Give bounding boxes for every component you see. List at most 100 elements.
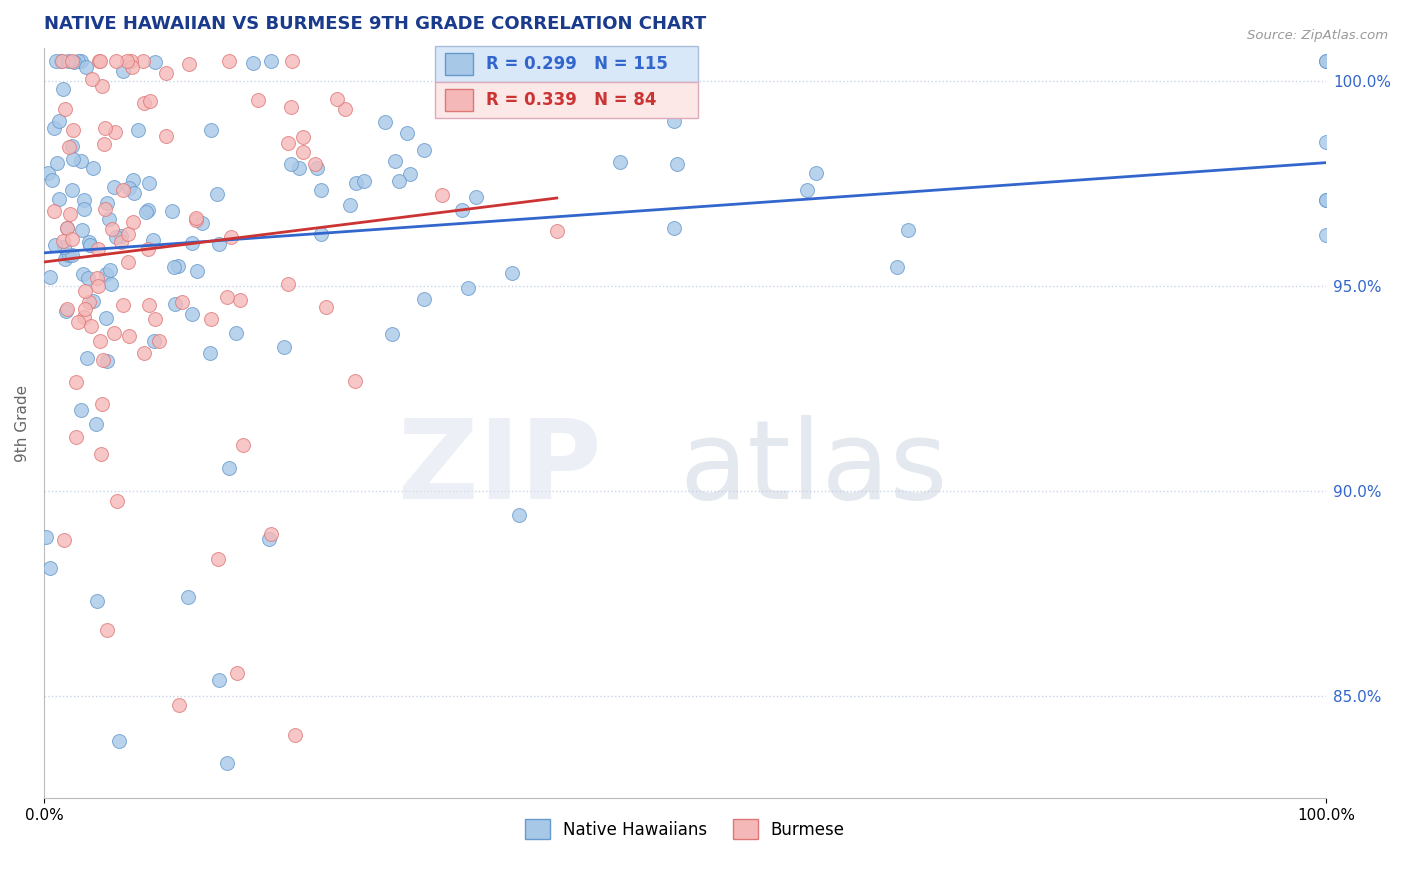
Point: [105, 494, 128, 508]
Point: [208, 237, 231, 252]
Point: [90, 447, 112, 461]
Point: [806, 166, 828, 180]
Point: [326, 91, 349, 105]
Point: [87, 54, 110, 68]
Text: R = 0.299   N = 115: R = 0.299 N = 115: [486, 55, 668, 73]
Point: [381, 327, 404, 342]
Point: [111, 297, 134, 311]
Point: [62, 122, 84, 136]
Point: [333, 102, 356, 116]
Point: [72, 223, 94, 237]
Point: [75, 60, 97, 74]
Point: [122, 215, 145, 229]
Point: [86, 417, 108, 431]
Point: [87, 279, 110, 293]
Point: [132, 346, 155, 360]
Point: [508, 508, 530, 522]
Point: [62, 152, 84, 166]
Point: [167, 698, 190, 712]
FancyBboxPatch shape: [434, 46, 697, 82]
Point: [118, 329, 141, 343]
Point: [170, 295, 193, 310]
Text: ZIP: ZIP: [398, 415, 602, 522]
Point: [412, 292, 434, 306]
Point: [42, 120, 65, 135]
Point: [281, 54, 304, 68]
Point: [110, 235, 132, 249]
Point: [148, 334, 170, 349]
Point: [56, 301, 79, 316]
Point: [160, 204, 183, 219]
Point: [139, 94, 162, 108]
Point: [344, 374, 367, 388]
Point: [58, 207, 80, 221]
Point: [76, 351, 98, 365]
Point: [339, 197, 361, 211]
Point: [886, 260, 908, 275]
Point: [96, 196, 118, 211]
Text: Source: ZipAtlas.com: Source: ZipAtlas.com: [1247, 29, 1388, 42]
Point: [132, 54, 155, 68]
Point: [232, 438, 254, 452]
Point: [48, 114, 70, 128]
Point: [191, 216, 214, 230]
Point: [471, 103, 494, 117]
Point: [53, 240, 76, 254]
Point: [186, 211, 208, 225]
Point: [65, 430, 87, 444]
Point: [53, 252, 76, 266]
Point: [666, 157, 689, 171]
Point: [46, 155, 69, 169]
Point: [44, 204, 66, 219]
Point: [56, 220, 79, 235]
Point: [395, 126, 418, 140]
Point: [49, 54, 72, 68]
Point: [143, 55, 166, 70]
Point: [177, 57, 200, 71]
Point: [104, 54, 127, 68]
Point: [69, 403, 91, 417]
Point: [52, 82, 75, 96]
Point: [465, 190, 488, 204]
Point: [96, 310, 118, 325]
Point: [70, 153, 93, 168]
Point: [118, 181, 141, 195]
Point: [105, 230, 128, 244]
Y-axis label: 9th Grade: 9th Grade: [15, 384, 30, 462]
Point: [288, 161, 311, 175]
Point: [388, 173, 411, 187]
Point: [138, 177, 160, 191]
Point: [180, 307, 202, 321]
Point: [44, 237, 66, 252]
FancyBboxPatch shape: [434, 82, 697, 118]
Point: [107, 734, 129, 748]
Point: [662, 221, 685, 235]
Point: [135, 205, 157, 219]
Point: [260, 54, 283, 68]
Point: [70, 54, 93, 68]
Point: [228, 293, 250, 307]
Point: [86, 594, 108, 608]
Point: [117, 227, 139, 241]
Point: [546, 85, 568, 99]
Point: [86, 270, 108, 285]
Point: [67, 54, 90, 68]
Point: [1315, 227, 1337, 242]
Point: [82, 294, 104, 309]
Point: [163, 297, 186, 311]
Point: [38, 560, 60, 574]
Point: [79, 237, 101, 252]
Point: [110, 229, 132, 244]
Point: [100, 277, 122, 291]
Point: [304, 157, 326, 171]
Point: [1315, 54, 1337, 68]
Text: atlas: atlas: [679, 415, 948, 522]
Point: [399, 167, 422, 181]
Point: [94, 202, 117, 216]
Point: [186, 212, 208, 227]
Point: [218, 461, 240, 475]
Point: [53, 103, 76, 117]
Point: [58, 140, 80, 154]
Point: [309, 183, 332, 197]
Point: [257, 532, 280, 546]
